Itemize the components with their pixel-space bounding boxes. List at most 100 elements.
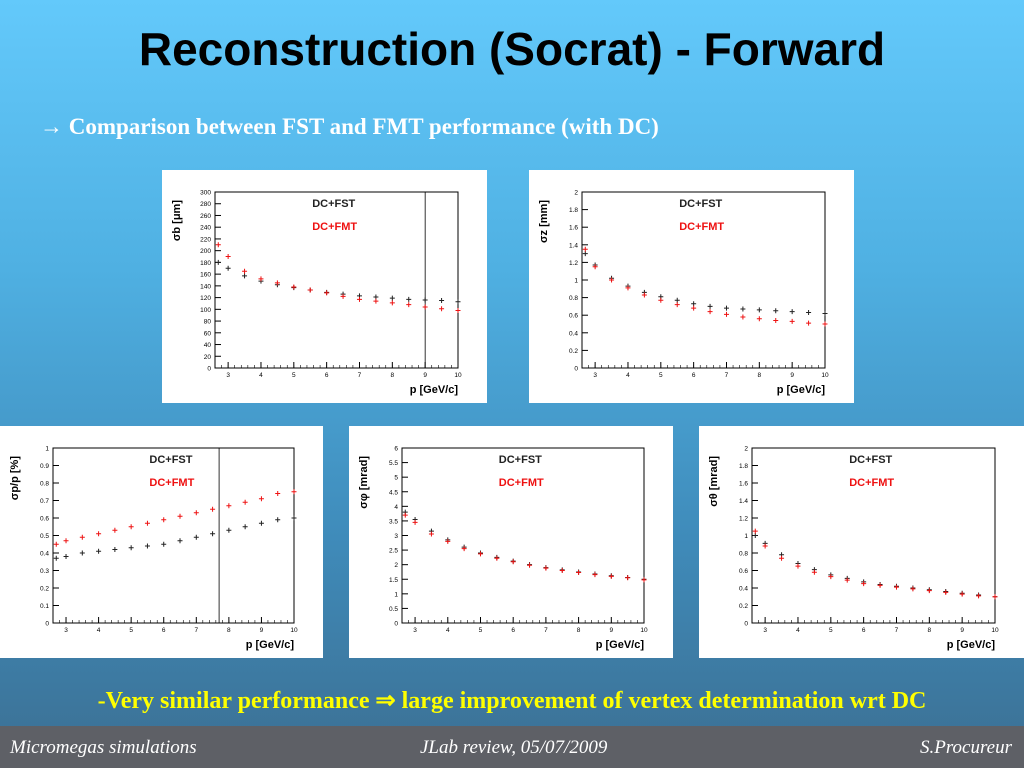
- y-tick-label: 1: [744, 533, 748, 540]
- y-tick-label: 0.1: [40, 603, 49, 610]
- data-point-dc-fst: [53, 555, 59, 561]
- data-point-dc-fst: [723, 305, 729, 311]
- y-axis-label: σφ [mrad]: [358, 456, 370, 509]
- data-point-dc-fmt: [609, 277, 615, 283]
- y-tick-label: 0.5: [40, 533, 49, 540]
- data-point-dc-fmt: [422, 304, 428, 310]
- data-point-dc-fmt: [412, 519, 418, 525]
- data-point-dc-fmt: [559, 568, 565, 573]
- data-point-dc-fst: [128, 545, 134, 551]
- y-tick-label: 4: [394, 504, 398, 511]
- legend-entry-dc-fst: DC+FST: [679, 198, 722, 210]
- data-point-dc-fst: [707, 303, 713, 309]
- data-point-dc-fst: [389, 295, 395, 301]
- y-tick-label: 220: [200, 236, 211, 243]
- y-tick-label: 0.8: [40, 481, 49, 488]
- data-point-dc-fmt: [389, 300, 395, 306]
- data-point-dc-fst: [691, 301, 697, 307]
- data-point-dc-fmt: [592, 264, 598, 270]
- data-point-dc-fst: [674, 297, 680, 303]
- footer-left: Micromegas simulations: [10, 737, 197, 758]
- y-tick-label: 4.5: [389, 489, 398, 496]
- chart-sigma-b: 0 20 40 60 80 100 120 140 160 180 200 220 240 260 280 3…: [171, 190, 462, 397]
- legend-entry-dc-fst: DC+FST: [849, 454, 892, 466]
- data-point-dc-fmt: [773, 317, 779, 323]
- data-point-dc-fmt: [128, 524, 134, 530]
- y-tick-label: 1: [574, 278, 578, 285]
- y-tick-label: 1.6: [739, 481, 748, 488]
- data-point-dc-fmt: [756, 316, 762, 322]
- data-point-dc-fst: [822, 310, 828, 316]
- x-tick-label: 4: [796, 627, 800, 634]
- data-point-dc-fmt: [641, 292, 647, 298]
- legend-entry-dc-fst: DC+FST: [499, 454, 542, 466]
- data-point-dc-fmt: [795, 563, 801, 569]
- data-point-dc-fmt: [53, 541, 59, 547]
- x-tick-label: 10: [454, 372, 462, 379]
- chart-panel-sigma-z: 0 0.2 0.4 0.6 0.8 1 1.2 1.4 1.6 1.8 2 3 4 5 6 7 8 9 10 DC+F…: [529, 170, 854, 403]
- data-point-dc-fst: [740, 306, 746, 312]
- x-tick-label: 6: [692, 372, 696, 379]
- y-tick-label: 3: [394, 533, 398, 540]
- y-tick-label: 3.5: [389, 518, 398, 525]
- data-point-dc-fmt: [543, 565, 549, 571]
- y-tick-label: 1.8: [569, 207, 578, 214]
- data-point-dc-fst: [291, 515, 297, 521]
- data-point-dc-fst: [215, 259, 221, 265]
- data-point-dc-fst: [161, 541, 167, 547]
- data-point-dc-fmt: [258, 496, 264, 502]
- y-tick-label: 5.5: [389, 460, 398, 467]
- y-tick-label: 140: [200, 283, 211, 290]
- data-point-dc-fmt: [307, 287, 313, 293]
- data-point-dc-fmt: [641, 577, 647, 583]
- y-tick-label: 0.7: [40, 498, 49, 505]
- data-point-dc-fmt: [658, 297, 664, 303]
- data-point-dc-fst: [582, 251, 588, 257]
- x-tick-label: 5: [479, 627, 483, 634]
- y-tick-label: 2.5: [389, 548, 398, 555]
- plot-frame: [52, 447, 295, 624]
- data-point-dc-fmt: [608, 573, 614, 579]
- chart-sigma-theta: 0 0.2 0.4 0.6 0.8 1 1.2 1.4 1.6 1.8 2 3 4 5 6 7 8 9 10 DC+F…: [708, 446, 999, 652]
- y-tick-label: 160: [200, 272, 211, 279]
- data-point-dc-fmt: [226, 503, 232, 509]
- data-point-dc-fmt: [161, 517, 167, 523]
- y-tick-label: 1.6: [569, 225, 578, 232]
- data-point-dc-fmt: [527, 562, 533, 568]
- data-point-dc-fmt: [992, 594, 998, 600]
- y-tick-label: 0.2: [40, 586, 49, 593]
- y-tick-label: 1.2: [569, 260, 578, 267]
- x-tick-label: 6: [511, 627, 515, 634]
- y-tick-label: 60: [204, 330, 212, 337]
- data-point-dc-fst: [752, 533, 758, 538]
- x-tick-label: 9: [260, 627, 264, 634]
- y-tick-label: 1.4: [569, 242, 578, 249]
- x-tick-label: 6: [862, 627, 866, 634]
- x-tick-label: 10: [991, 627, 999, 634]
- data-point-dc-fmt: [63, 538, 69, 544]
- y-tick-label: 0.3: [40, 568, 49, 575]
- x-tick-label: 4: [626, 372, 630, 379]
- chart-panel-sigma-p: 0 0.1 0.2 0.3 0.4 0.5 0.6 0.7 0.8 0.9 1 3 4 5 6 7 8 9 10 DC…: [0, 426, 323, 658]
- data-point-dc-fst: [226, 527, 232, 533]
- data-point-dc-fst: [225, 265, 231, 271]
- x-tick-label: 4: [446, 627, 450, 634]
- y-tick-label: 0.6: [739, 568, 748, 575]
- y-tick-label: 0.4: [40, 551, 49, 558]
- data-point-dc-fmt: [691, 305, 697, 311]
- data-point-dc-fmt: [79, 534, 85, 540]
- data-point-dc-fmt: [428, 531, 434, 537]
- footer-center: JLab review, 05/07/2009: [420, 737, 608, 758]
- data-point-dc-fmt: [779, 555, 785, 561]
- data-point-dc-fst: [144, 543, 150, 549]
- y-tick-label: 0.2: [569, 348, 578, 355]
- data-point-dc-fmt: [494, 555, 500, 561]
- x-axis-label: p [GeV/c]: [410, 384, 459, 396]
- x-tick-label: 3: [593, 372, 597, 379]
- slide-subtitle: → Comparison between FST and FMT perform…: [40, 114, 659, 139]
- y-tick-label: 1.5: [389, 577, 398, 584]
- data-point-dc-fmt: [177, 513, 183, 519]
- y-tick-label: 2: [394, 562, 398, 569]
- y-tick-label: 100: [200, 307, 211, 314]
- data-point-dc-fmt: [828, 574, 834, 580]
